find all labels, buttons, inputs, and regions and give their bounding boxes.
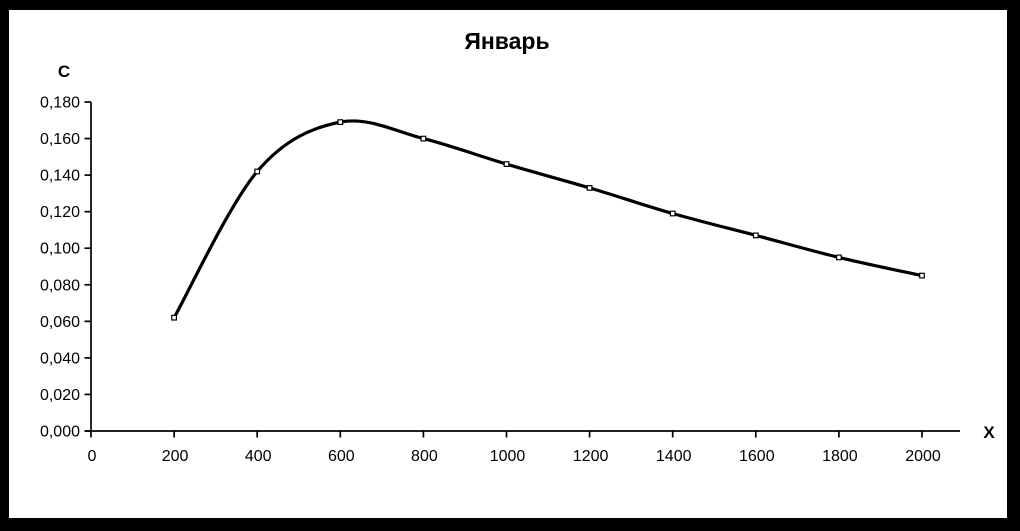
data-point-marker [586,185,593,191]
data-series [171,119,925,321]
data-point-marker [503,161,510,168]
data-point-marker [919,272,925,279]
chart-background [9,10,1007,518]
x-tick-label: 600 [328,448,355,465]
x-tick-label: 1800 [822,448,858,465]
data-point-marker [835,254,842,261]
y-tick-label: 0,180 [40,95,80,112]
y-tick-label: 0,080 [40,277,80,294]
y-tick-label: 0,020 [40,387,80,404]
y-tick-label: 0,160 [40,131,80,148]
data-point-marker [420,135,427,142]
y-axis-label: C [58,62,70,81]
x-axis-label: X [983,423,995,442]
x-tick-label: 2000 [905,448,941,465]
x-tick-label: 0 [88,448,97,465]
axes: 0,000 0,020 0,040 0,060 0,080 0,100 0,120 0,140… [40,95,960,465]
data-point-marker [254,168,261,175]
y-tick-label: 0,140 [40,168,80,185]
y-tick-label: 0,040 [40,350,80,367]
data-point-marker [337,119,344,126]
x-tick-label: 200 [162,448,189,465]
series-line [172,119,924,320]
y-tick-label: 0,120 [40,204,80,221]
chart-title: Январь [464,28,549,54]
y-tick-label: 0,060 [40,314,80,331]
x-tick-label: 1400 [656,448,692,465]
y-tick-label: 0,000 [40,424,80,441]
y-tick-label: 0,100 [40,241,80,258]
data-point-marker [752,232,759,239]
x-tick-label: 1200 [573,448,609,465]
x-tick-label: 800 [411,448,438,465]
data-point-marker [171,314,178,321]
x-tick-label: 1000 [490,448,526,465]
data-point-marker [669,210,676,217]
x-tick-label: 400 [245,448,272,465]
x-tick-label: 1600 [739,448,775,465]
